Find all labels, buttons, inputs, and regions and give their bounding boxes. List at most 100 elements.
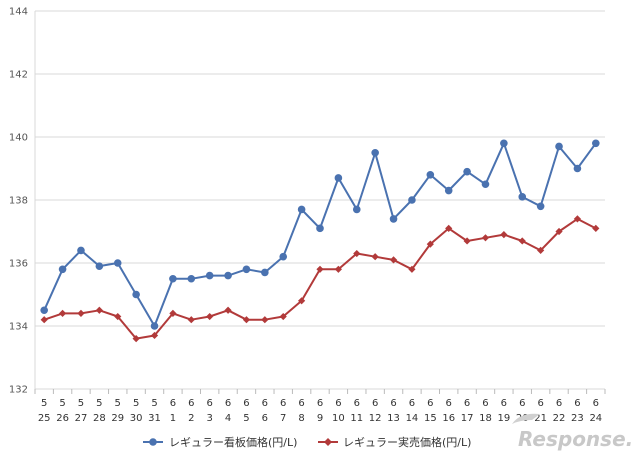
data-point-series-2 <box>353 249 361 258</box>
x-tick-label-day: 22 <box>553 413 566 424</box>
x-tick-label-month: 6 <box>464 398 470 409</box>
x-tick-label-day: 14 <box>406 413 419 424</box>
data-point-series-1 <box>463 167 471 176</box>
x-tick-label-day: 19 <box>498 413 511 424</box>
data-point-series-1 <box>316 224 324 233</box>
data-point-series-1 <box>150 322 159 330</box>
y-tick-label: 134 <box>9 322 28 333</box>
x-tick-label-month: 5 <box>96 398 102 409</box>
y-tick-label: 140 <box>9 133 28 144</box>
legend-label-series-1: レギュラー看板価格(円/L) <box>169 435 297 449</box>
data-point-series-1 <box>297 205 306 214</box>
y-tick-label: 136 <box>9 259 28 270</box>
data-point-series-2 <box>242 316 251 324</box>
data-point-series-1 <box>481 180 490 189</box>
x-tick-label-month: 6 <box>501 398 507 409</box>
x-tick-label-month: 5 <box>59 398 65 409</box>
x-tick-label-day: 10 <box>332 413 345 424</box>
legend-marker-series-1 <box>149 438 157 446</box>
data-point-series-2 <box>95 306 103 314</box>
x-tick-label-month: 6 <box>372 398 378 409</box>
x-tick-label-day: 12 <box>369 413 382 424</box>
data-point-series-2 <box>224 306 232 314</box>
x-tick-label-month: 6 <box>225 398 231 409</box>
x-tick-label-day: 7 <box>280 413 286 424</box>
x-tick-label-month: 6 <box>574 398 580 409</box>
x-tick-label-month: 6 <box>409 398 415 409</box>
x-tick-label-month: 6 <box>317 398 323 409</box>
x-tick-label-day: 15 <box>424 413 437 424</box>
x-tick-label-month: 6 <box>556 398 562 409</box>
x-tick-label-month: 6 <box>262 398 268 409</box>
x-tick-label-day: 3 <box>206 413 212 424</box>
data-point-series-1 <box>444 186 453 195</box>
data-point-series-2 <box>555 227 563 236</box>
data-point-series-2 <box>481 234 490 242</box>
data-point-series-2 <box>316 265 324 273</box>
x-tick-label-month: 6 <box>519 398 525 409</box>
x-tick-label-month: 6 <box>354 398 360 409</box>
x-tick-label-day: 31 <box>148 413 161 424</box>
x-tick-label-month: 5 <box>78 398 84 409</box>
x-tick-label-day: 28 <box>93 413 106 424</box>
x-tick-label-day: 9 <box>317 413 323 424</box>
grid-lines <box>34 10 606 394</box>
x-tick-label-day: 27 <box>75 413 88 424</box>
y-axis-tick-labels: 132 134 136 138 140 142 144 <box>9 7 28 396</box>
x-tick-label-month: 6 <box>170 398 176 409</box>
watermark-text: Response. <box>518 427 633 451</box>
x-tick-label-month: 6 <box>390 398 396 409</box>
x-tick-label-month: 5 <box>133 398 139 409</box>
data-point-series-2 <box>58 309 67 317</box>
x-tick-label-day: 13 <box>387 413 400 424</box>
legend-label-series-2: レギュラー実売価格(円/L) <box>343 435 471 449</box>
data-point-series-1 <box>371 148 379 157</box>
data-point-series-1 <box>592 139 600 148</box>
data-point-series-1 <box>408 196 416 204</box>
x-tick-label-day: 2 <box>188 413 194 424</box>
x-tick-label-month: 6 <box>243 398 249 409</box>
data-point-series-2 <box>334 265 342 273</box>
data-point-series-1 <box>205 271 214 280</box>
x-tick-label-day: 17 <box>461 413 474 424</box>
data-point-series-2 <box>187 316 195 324</box>
x-tick-label-day: 23 <box>571 413 584 424</box>
x-tick-label-month: 6 <box>298 398 304 409</box>
response-watermark: Response. <box>512 413 633 451</box>
x-tick-label-month: 6 <box>188 398 194 409</box>
x-tick-label-month: 6 <box>335 398 341 409</box>
data-point-series-2 <box>537 246 545 254</box>
y-tick-label: 142 <box>9 70 28 81</box>
x-tick-label-month: 6 <box>446 398 452 409</box>
data-point-series-2 <box>40 316 48 324</box>
x-tick-label-month: 6 <box>537 398 543 409</box>
data-point-series-1 <box>334 174 343 182</box>
data-point-series-1 <box>187 274 196 283</box>
x-tick-label-month: 6 <box>206 398 212 409</box>
x-tick-label-day: 8 <box>298 413 304 424</box>
data-point-series-2 <box>408 265 416 273</box>
legend: レギュラー看板価格(円/L) レギュラー実売価格(円/L) <box>143 435 471 449</box>
x-tick-label-day: 4 <box>225 413 231 424</box>
x-tick-label-day: 5 <box>243 413 249 424</box>
data-point-series-2 <box>518 237 526 245</box>
x-tick-label-day: 16 <box>442 413 455 424</box>
data-point-series-1 <box>352 205 361 214</box>
data-point-series-1 <box>58 265 67 274</box>
data-point-series-1 <box>279 252 288 261</box>
data-point-series-2 <box>445 224 453 232</box>
x-tick-label-day: 21 <box>534 413 547 424</box>
x-tick-label-day: 26 <box>56 413 69 424</box>
x-tick-label-day: 24 <box>589 413 602 424</box>
x-tick-label-month: 5 <box>41 398 47 409</box>
data-point-series-1 <box>40 306 48 315</box>
data-point-series-2 <box>114 312 122 321</box>
x-tick-label-month: 6 <box>482 398 488 409</box>
data-point-series-1 <box>426 171 435 179</box>
data-point-series-1 <box>518 193 527 201</box>
x-tick-label-day: 30 <box>130 413 143 424</box>
x-axis-tick-labels: 5255265275285295305316162636465666768696… <box>38 398 602 424</box>
data-point-series-2 <box>500 231 508 239</box>
x-tick-label-month: 5 <box>115 398 121 409</box>
